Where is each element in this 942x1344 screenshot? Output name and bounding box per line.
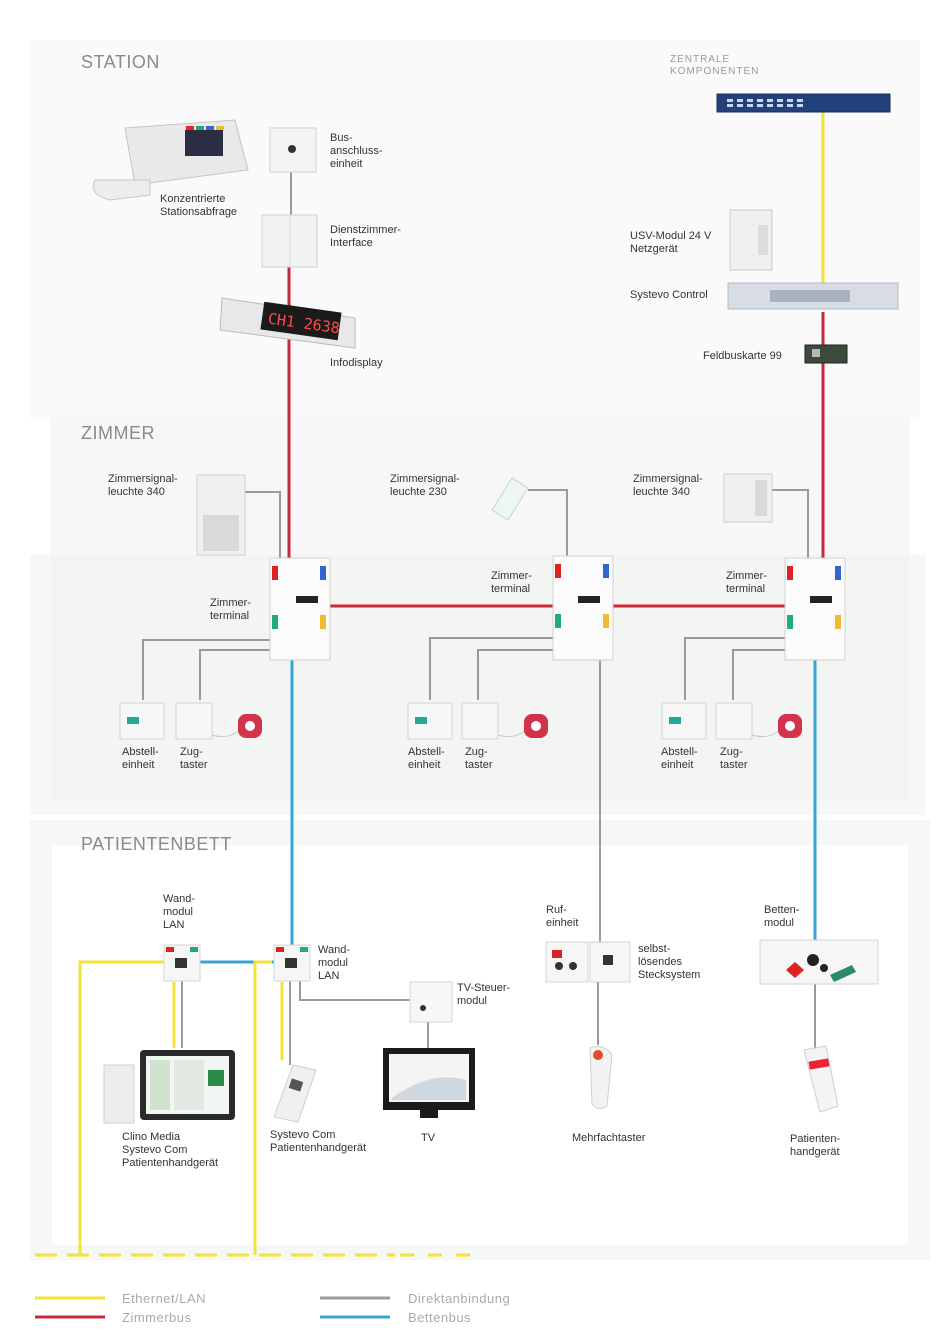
feldbuskarte-device bbox=[804, 344, 848, 364]
label-mehrfachtaster: Mehrfachtaster bbox=[572, 1132, 646, 1144]
stecksystem-device bbox=[589, 941, 631, 983]
zimmersignalleuchte-230-device bbox=[491, 477, 529, 521]
label-infodisplay: Infodisplay bbox=[330, 357, 383, 369]
label-abstell-2: Abstell- einheit bbox=[408, 746, 445, 771]
label-zug-1: Zug- taster bbox=[180, 746, 208, 771]
line-direct bbox=[299, 980, 410, 1001]
station-console-device bbox=[92, 119, 249, 201]
label-tv-steuer: TV-Steuer- modul bbox=[457, 982, 511, 1007]
zugtaster-1-device bbox=[175, 702, 262, 740]
line-direct bbox=[684, 637, 789, 700]
usv-module-device bbox=[729, 209, 773, 271]
label-zsl-340-left: Zimmersignal- leuchte 340 bbox=[108, 473, 178, 498]
network-switch-device bbox=[716, 93, 891, 113]
line-direct bbox=[199, 649, 275, 700]
label-zug-2: Zug- taster bbox=[465, 746, 493, 771]
label-systevo-control: Systevo Control bbox=[630, 289, 708, 301]
section-station: STATION bbox=[81, 52, 160, 72]
zimmersignalleuchte-340-left-device bbox=[196, 474, 246, 556]
label-abstell-1: Abstell- einheit bbox=[122, 746, 159, 771]
systevo-control-device bbox=[727, 282, 899, 310]
label-dienstzimmer: Dienstzimmer- Interface bbox=[330, 224, 401, 249]
label-clino: Clino Media Systevo Com Patientenhandger… bbox=[122, 1131, 219, 1169]
abstelleinheit-3-device bbox=[661, 702, 707, 740]
mehrfachtaster-device bbox=[589, 1046, 613, 1110]
line-ethernet bbox=[253, 960, 272, 1255]
label-wand-lan-2: Wand- modul LAN bbox=[318, 944, 350, 982]
label-zt-mid: Zimmer- terminal bbox=[491, 570, 532, 595]
label-patientenhandgeraet: Patienten- handgerät bbox=[790, 1133, 841, 1158]
line-direct bbox=[772, 489, 809, 560]
label-feldbuskarte: Feldbuskarte 99 bbox=[703, 350, 782, 362]
bettenmodul-device bbox=[759, 939, 879, 985]
line-direct bbox=[528, 489, 568, 558]
label-stecksystem: selbst- lösendes Stecksystem bbox=[638, 943, 701, 981]
section-patientenbett: PATIENTENBETT bbox=[81, 834, 232, 854]
zimmerterminal-mid-device bbox=[552, 555, 614, 661]
systevo-com-handset-device bbox=[273, 1064, 317, 1123]
line-direct bbox=[477, 649, 555, 700]
tv-device bbox=[383, 1048, 475, 1118]
wandmodul-lan-1-device bbox=[163, 944, 201, 982]
tv-steuermodul-device bbox=[409, 981, 453, 1023]
label-stationsabfrage: Konzentrierte Stationsabfrage bbox=[160, 193, 238, 218]
clino-media-device bbox=[103, 1050, 235, 1124]
infodisplay-device: CH1 2638 bbox=[219, 297, 356, 349]
patientenbett-area bbox=[52, 845, 908, 1245]
legend-bettenbus: Bettenbus bbox=[408, 1310, 472, 1325]
label-tv: TV bbox=[421, 1132, 436, 1144]
wandmodul-lan-2-device bbox=[273, 944, 311, 982]
line-direct bbox=[429, 637, 555, 700]
busanschluss-device bbox=[269, 127, 317, 173]
line-direct bbox=[245, 491, 281, 560]
abstelleinheit-1-device bbox=[119, 702, 165, 740]
legend-zimmerbus: Zimmerbus bbox=[122, 1310, 192, 1325]
label-bettenmodul: Betten- modul bbox=[764, 904, 800, 929]
zimmersignalleuchte-340-right-device bbox=[723, 473, 773, 523]
label-usv: USV-Modul 24 V Netzgerät bbox=[630, 230, 712, 255]
label-zt-right: Zimmer- terminal bbox=[726, 570, 767, 595]
label-abstell-3: Abstell- einheit bbox=[661, 746, 698, 771]
zimmerterminal-right-device bbox=[784, 557, 846, 661]
section-zimmer: ZIMMER bbox=[81, 423, 155, 443]
label-rufeinheit: Ruf- einheit bbox=[546, 904, 579, 929]
patientenhandgeraet-device bbox=[803, 1045, 839, 1113]
line-direct bbox=[142, 639, 275, 700]
label-wand-lan-1: Wand- modul LAN bbox=[163, 893, 195, 931]
label-zt-left: Zimmer- terminal bbox=[210, 597, 251, 622]
zimmerterminal-left-device bbox=[269, 557, 331, 661]
line-direct bbox=[732, 649, 789, 700]
label-systevo-com: Systevo Com Patientenhandgerät bbox=[270, 1129, 367, 1154]
zugtaster-3-device bbox=[715, 702, 802, 740]
abstelleinheit-2-device bbox=[407, 702, 453, 740]
label-zsl-230: Zimmersignal- leuchte 230 bbox=[390, 473, 460, 498]
label-zsl-340-right: Zimmersignal- leuchte 340 bbox=[633, 473, 703, 498]
label-zug-3: Zug- taster bbox=[720, 746, 748, 771]
line-ethernet bbox=[78, 960, 165, 1255]
section-zentrale: ZENTRALE KOMPONENTEN bbox=[670, 54, 760, 77]
zugtaster-2-device bbox=[461, 702, 548, 740]
label-busanschluss: Bus- anschluss- einheit bbox=[330, 132, 383, 170]
dienstzimmer-device bbox=[261, 214, 318, 268]
legend-ethernet: Ethernet/LAN bbox=[122, 1291, 207, 1306]
rufeinheit-device bbox=[545, 941, 589, 983]
legend-direkt: Direktanbindung bbox=[408, 1291, 511, 1306]
